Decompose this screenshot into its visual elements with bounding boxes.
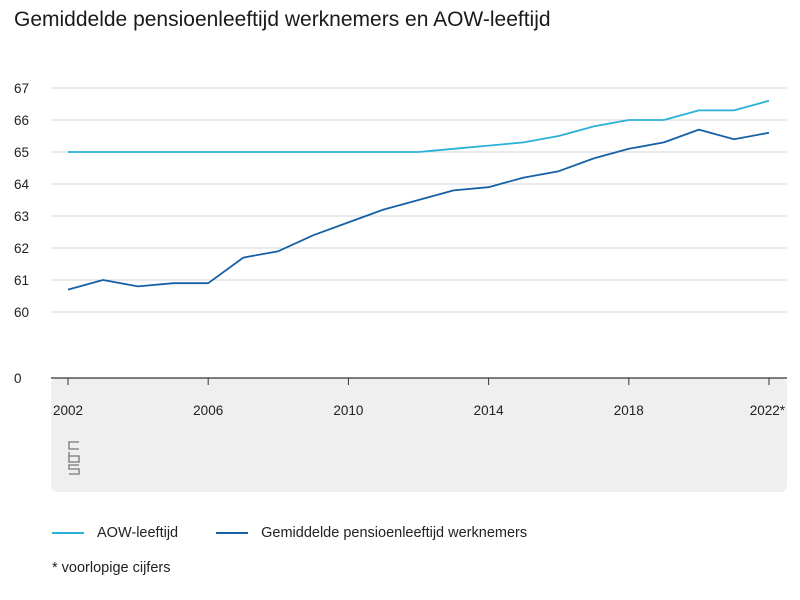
x-tick-label: 2018 [614,403,644,418]
y-tick-label: 64 [14,177,30,192]
x-ticks: 2002 2006 2010 2014 2018 2022* [53,378,786,418]
legend-item-aow: AOW-leeftijd [52,525,178,541]
series-line-pension [67,128,770,291]
x-tick-label: 2002 [53,403,83,418]
cbs-logo-s [68,464,80,475]
y-tick-label: 67 [14,81,29,96]
footnote: * voorlopige cijfers [52,560,171,576]
y-tick-label: 61 [14,273,29,288]
x-tick-label: 2010 [333,403,363,418]
y-tick-labels: 0 60 61 62 63 64 65 66 67 [14,81,30,386]
y-tick-label: 66 [14,113,29,128]
cbs-logo-c [68,441,79,450]
cbs-logo-icon [68,441,80,475]
x-tick-label: 2022* [750,403,786,418]
y-tick-label: 0 [14,371,22,386]
series-line-aow [68,99,770,153]
legend-label-aow: AOW-leeftijd [97,525,179,541]
x-axis-panel [51,378,787,492]
legend-swatch-pension [216,532,249,534]
legend-label-pension: Gemiddelde pensioenleeftijd werknemers [261,525,528,541]
legend-item-pension: Gemiddelde pensioenleeftijd werknemers [216,525,527,541]
legend: AOW-leeftijd Gemiddelde pensioenleeftijd… [52,523,565,543]
x-tick-label: 2014 [474,403,505,418]
y-tick-label: 63 [14,209,29,224]
legend-swatch-aow [52,532,84,534]
cbs-logo-b [68,452,80,463]
y-tick-label: 62 [14,241,29,256]
chart-title: Gemiddelde pensioenleeftijd werknemers e… [14,8,551,31]
y-tick-label: 60 [14,305,29,320]
series-lines [67,99,770,291]
y-tick-label: 65 [14,145,29,160]
grid-lines [51,87,787,379]
x-tick-label: 2006 [193,403,223,418]
